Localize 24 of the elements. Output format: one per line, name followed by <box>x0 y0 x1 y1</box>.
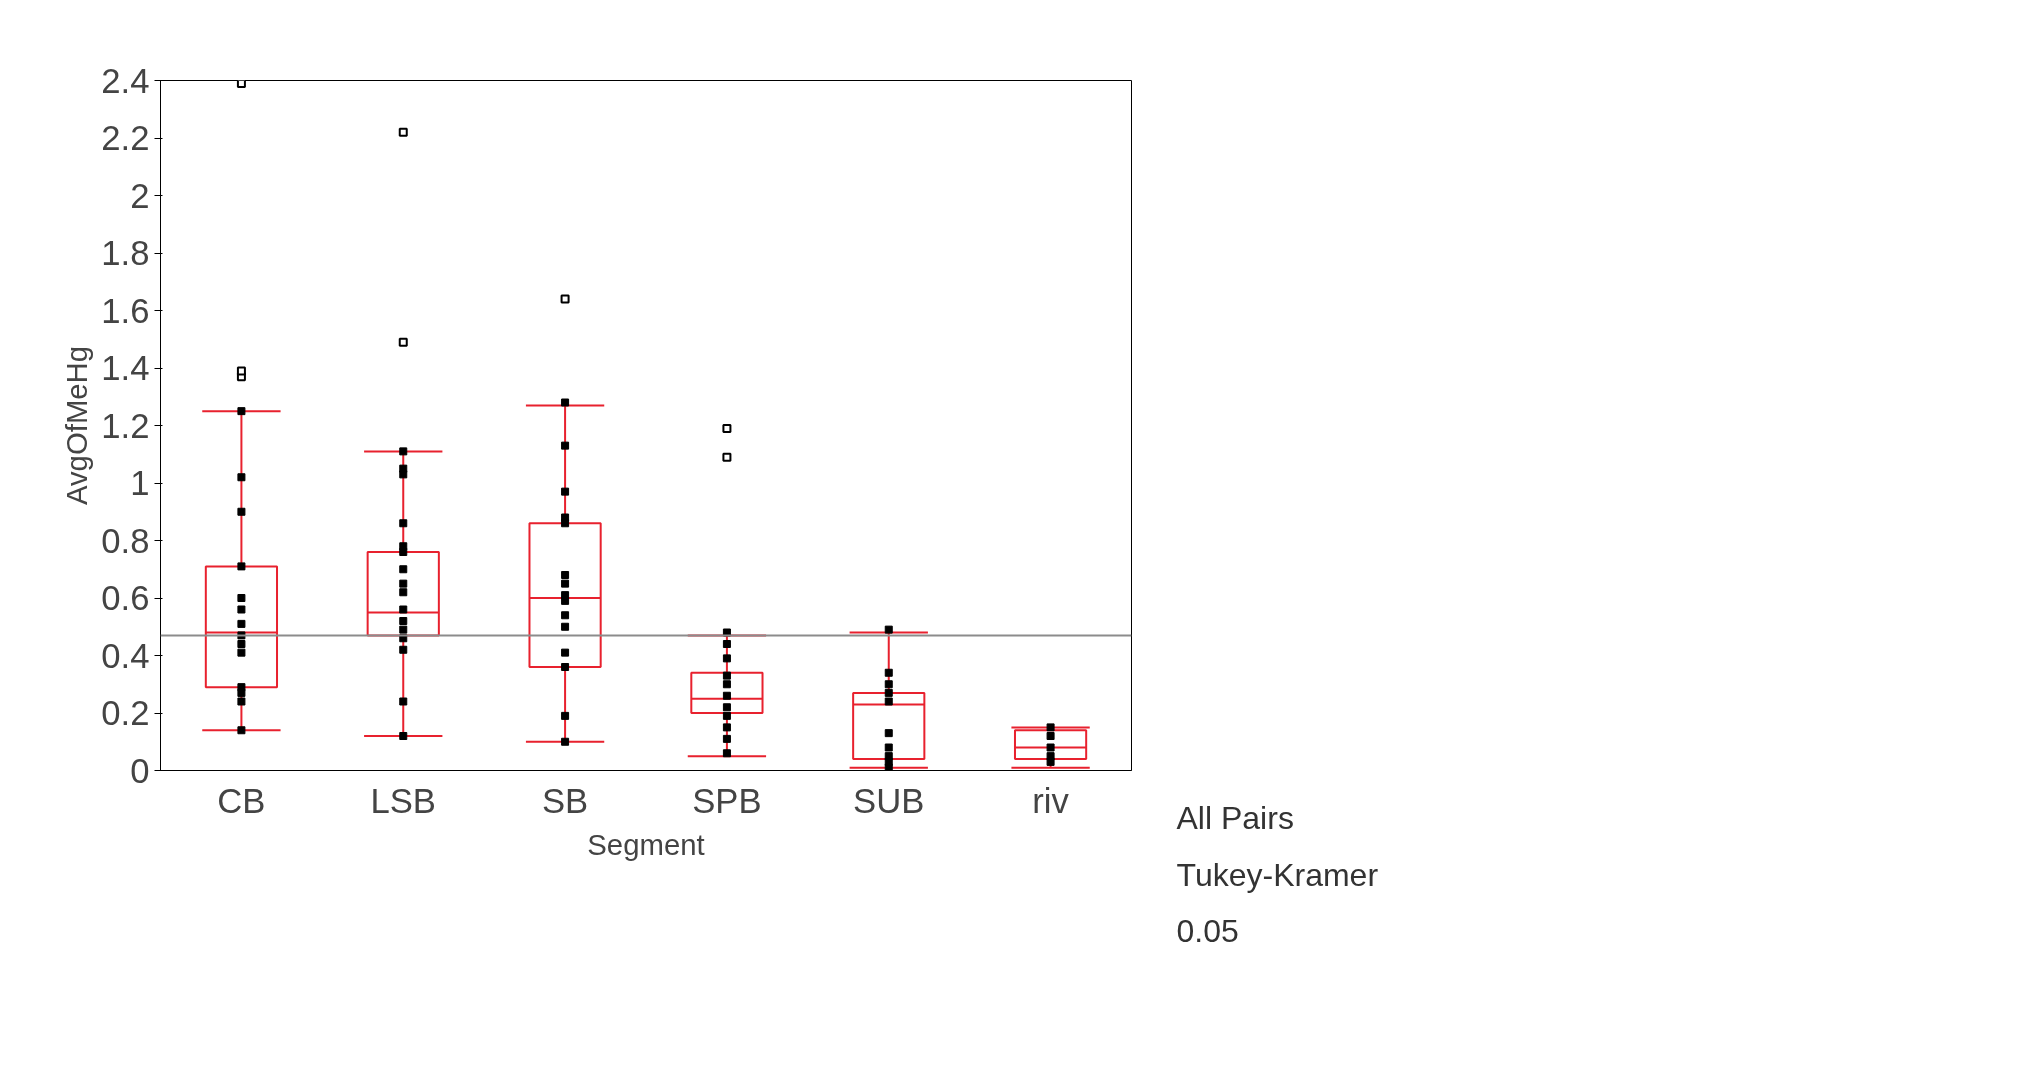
y-tick-label: 0 <box>130 751 150 790</box>
y-tick-label: 2.4 <box>101 61 150 100</box>
y-tick-label: 2.2 <box>101 119 150 157</box>
y-tick-label: 1.4 <box>101 349 150 387</box>
y-tick-label: 0.6 <box>101 579 150 617</box>
y-tick-label: 0.8 <box>101 521 150 560</box>
x-tick-label: SPB <box>692 781 762 820</box>
y-tick-label: 1.2 <box>101 406 150 445</box>
x-axis-title: Segment <box>587 827 705 861</box>
x-tick-label: SUB <box>853 781 925 820</box>
y-axis-title: AvgOfMeHg <box>60 345 94 506</box>
y-tick-label: 2 <box>130 176 150 215</box>
x-tick-label: CB <box>217 781 266 820</box>
y-tick-label: 0.2 <box>101 694 150 732</box>
y-tick-label: 1.8 <box>101 234 150 272</box>
x-tick-label: LSB <box>370 781 437 820</box>
x-tick-label: riv <box>1032 781 1070 820</box>
y-tick-label: 1.6 <box>101 291 150 330</box>
text: 0.05 <box>1176 912 1239 952</box>
text: Tukey-Kramer <box>1176 855 1379 895</box>
x-tick-label: SB <box>541 781 589 820</box>
y-tick-label: 1 <box>130 464 150 502</box>
text: All Pairs <box>1176 799 1294 838</box>
y-tick-label: 0.4 <box>101 636 150 675</box>
